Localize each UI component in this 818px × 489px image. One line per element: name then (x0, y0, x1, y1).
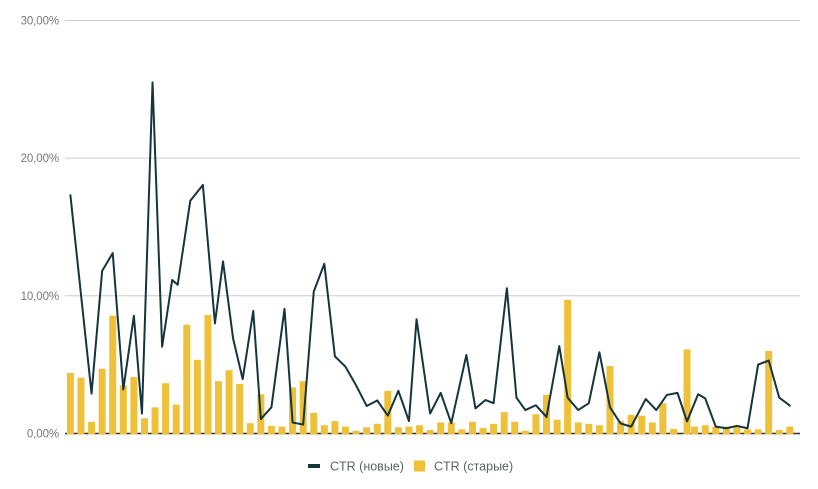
svg-text:10,00%: 10,00% (21, 291, 59, 303)
svg-text:0,00%: 0,00% (27, 429, 59, 441)
svg-text:20,00%: 20,00% (21, 153, 59, 165)
svg-text:CTR (старые): CTR (старые) (434, 460, 513, 474)
svg-text:CTR (новые): CTR (новые) (330, 460, 404, 474)
svg-text:30,00%: 30,00% (21, 16, 59, 28)
